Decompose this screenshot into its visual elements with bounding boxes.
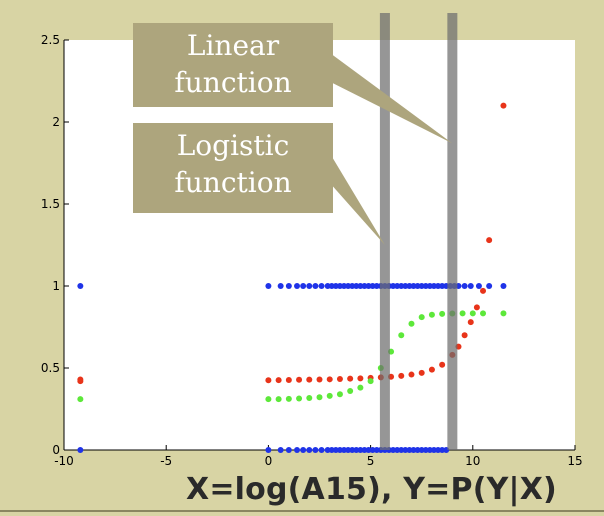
data-point	[300, 283, 307, 289]
data-point	[500, 102, 507, 109]
data-point	[428, 311, 435, 318]
data-point	[486, 283, 493, 289]
data-point	[316, 394, 323, 401]
data-point	[467, 319, 474, 326]
data-point	[306, 283, 313, 289]
vertical-bands	[379, 13, 458, 450]
data-point	[459, 310, 466, 317]
data-point	[265, 396, 272, 403]
y-tick-label: 0	[52, 443, 60, 457]
data-point	[300, 447, 307, 453]
data-point	[347, 387, 354, 394]
data-point	[277, 283, 284, 289]
data-point	[475, 283, 482, 289]
data-point	[294, 447, 301, 453]
data-points	[77, 102, 507, 453]
callout-text: function	[174, 166, 291, 199]
data-point	[285, 376, 292, 383]
y-tick-label: 0.5	[41, 361, 60, 375]
callout-box	[133, 23, 333, 107]
data-point	[312, 447, 319, 453]
data-point	[77, 378, 84, 385]
data-point	[461, 283, 468, 289]
x-tick-label: 10	[465, 454, 480, 468]
data-point	[265, 377, 272, 384]
data-point	[316, 376, 323, 383]
data-point	[326, 376, 333, 383]
data-point	[318, 447, 325, 453]
callout-box	[133, 123, 333, 213]
x-axis-caption: X=log(A15), Y=P(Y|X)	[186, 472, 557, 507]
x-tick-label: 15	[567, 454, 582, 468]
data-point	[275, 396, 282, 403]
data-point	[408, 320, 415, 327]
callout-pointer	[333, 158, 385, 245]
y-tick-label: 2.5	[41, 33, 60, 47]
data-point	[347, 375, 354, 382]
data-point	[285, 283, 292, 289]
x-tick-label: 5	[367, 454, 375, 468]
callout-text: Linear	[187, 29, 280, 62]
data-point	[367, 378, 374, 385]
data-point	[296, 376, 303, 383]
data-point	[265, 283, 272, 289]
data-point	[306, 447, 313, 453]
data-point	[469, 310, 476, 317]
callout-text: Logistic	[177, 129, 290, 162]
y-tick-label: 1.5	[41, 197, 60, 211]
data-point	[500, 283, 507, 289]
data-point	[357, 384, 364, 391]
vertical-band	[379, 13, 390, 450]
x-tick-label: -10	[54, 454, 74, 468]
data-point	[306, 376, 313, 383]
data-point	[294, 283, 301, 289]
data-point	[486, 237, 493, 244]
divider	[0, 510, 604, 512]
callout-pointer	[333, 55, 453, 144]
data-point	[428, 366, 435, 373]
data-point	[77, 396, 84, 403]
data-point	[408, 371, 415, 378]
data-point	[275, 377, 282, 384]
callouts: Linear function Logistic function	[133, 23, 453, 245]
data-point	[312, 283, 319, 289]
data-point	[77, 283, 84, 289]
data-point	[473, 304, 480, 311]
callout-text: function	[174, 66, 291, 99]
vertical-band	[447, 13, 458, 450]
data-point	[285, 395, 292, 402]
data-point	[398, 332, 405, 339]
data-point	[418, 314, 425, 321]
data-point	[418, 369, 425, 376]
data-point	[439, 361, 446, 368]
x-tick-label: -5	[160, 454, 172, 468]
data-point	[398, 372, 405, 379]
data-point	[296, 395, 303, 402]
data-point	[326, 392, 333, 399]
data-point	[467, 283, 474, 289]
data-point	[306, 395, 313, 402]
y-tick-label: 1	[52, 279, 60, 293]
data-point	[480, 310, 487, 317]
data-point	[357, 375, 364, 382]
y-tick-label: 2	[52, 115, 60, 129]
data-point	[77, 447, 84, 453]
data-point	[285, 447, 292, 453]
data-point	[439, 310, 446, 317]
data-point	[277, 447, 284, 453]
x-tick-label: 0	[265, 454, 273, 468]
data-point	[461, 332, 468, 339]
data-point	[318, 283, 325, 289]
data-point	[500, 310, 507, 317]
data-point	[336, 391, 343, 398]
data-point	[336, 375, 343, 382]
data-point	[265, 447, 272, 453]
data-point	[480, 287, 487, 294]
